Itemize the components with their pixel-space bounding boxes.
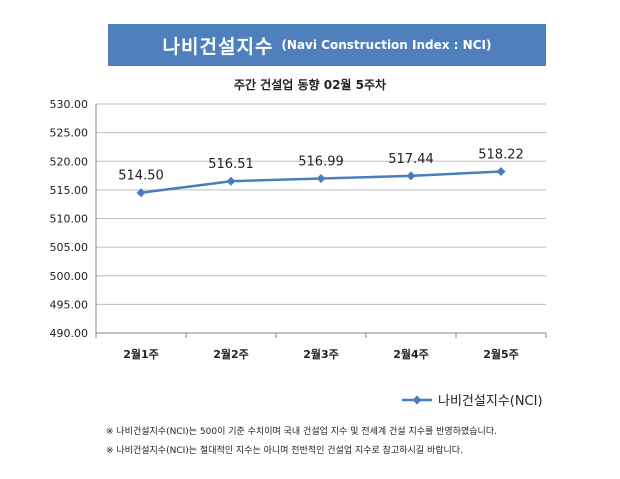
data-point	[226, 176, 236, 186]
chart-title: 주간 건설업 동향 02월 5주차	[233, 78, 387, 92]
x-tick-label: 2월3주	[303, 347, 339, 361]
data-label: 516.51	[208, 157, 254, 172]
x-tick-label: 2월1주	[123, 347, 159, 361]
data-point	[316, 173, 326, 183]
y-tick-labels: 490.00 495.00 500.00 505.00 510.00 515.00 520.…	[50, 98, 89, 340]
y-tick-label: 515.00	[50, 184, 89, 197]
y-tick-label: 530.00	[50, 98, 89, 111]
y-tick-label: 490.00	[50, 327, 89, 340]
data-point	[406, 171, 416, 181]
y-tick-label: 495.00	[50, 298, 89, 311]
footnotes: ※ 나비건설지수(NCI)는 500이 기준 수치이며 국내 건설업 지수 및 …	[106, 423, 606, 461]
legend-marker	[412, 395, 422, 405]
data-point	[136, 188, 146, 198]
banner-title: 나비건설지수	[162, 35, 274, 58]
legend: 나비건설지수(NCI)	[402, 394, 543, 409]
banner-subtitle: (Navi Construction Index : NCI)	[281, 38, 492, 52]
y-tick-label: 520.00	[50, 155, 89, 168]
y-tick-label: 510.00	[50, 213, 89, 226]
x-tick-labels: 2월1주 2월2주 2월3주 2월4주 2월5주	[123, 347, 519, 361]
data-labels: 514.50 516.51 516.99 517.44 518.22	[118, 147, 524, 183]
series-group	[136, 166, 506, 198]
grid-lines	[96, 103, 546, 334]
y-tick-label: 500.00	[50, 270, 89, 283]
title-banner: 나비건설지수 (Navi Construction Index : NCI)	[108, 24, 546, 66]
data-label: 518.22	[478, 147, 524, 162]
data-point	[496, 166, 506, 176]
y-tick-label: 525.00	[50, 127, 89, 140]
y-tick-label: 505.00	[50, 241, 89, 254]
footnote-1: ※ 나비건설지수(NCI)는 500이 기준 수치이며 국내 건설업 지수 및 …	[106, 427, 497, 437]
legend-label: 나비건설지수(NCI)	[438, 394, 543, 409]
x-tick-label: 2월2주	[213, 347, 249, 361]
x-tick-label: 2월5주	[483, 347, 519, 361]
x-tick-label: 2월4주	[393, 347, 429, 361]
data-label: 517.44	[388, 152, 434, 167]
data-label: 516.99	[298, 154, 344, 169]
axes	[95, 104, 547, 338]
footnote-2: ※ 나비건설지수(NCI)는 절대적인 지수는 아니며 전반적인 건설업 지수로…	[106, 446, 463, 456]
data-label: 514.50	[118, 169, 164, 184]
